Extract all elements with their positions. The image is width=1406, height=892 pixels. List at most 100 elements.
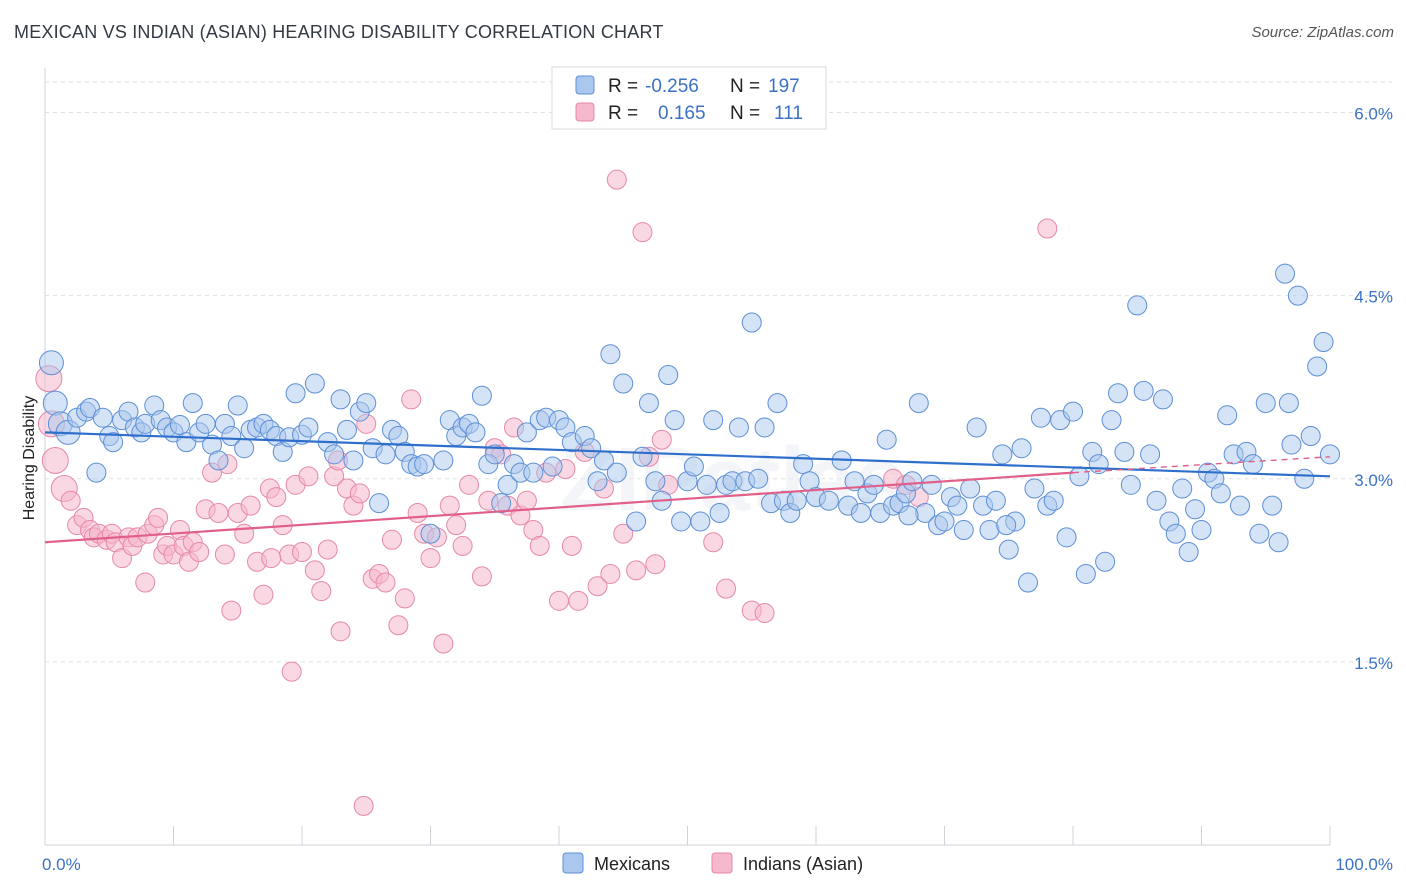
y-tick-label-0: 1.5%: [1354, 654, 1393, 673]
x-tick-label-min: 0.0%: [42, 855, 81, 874]
mexicans-point: [600, 344, 621, 365]
y-tick-label-1: 3.0%: [1354, 471, 1393, 490]
gridlines: [45, 81, 1392, 663]
mexicans-point: [484, 444, 505, 465]
mexicans-point: [356, 393, 377, 414]
mexicans-point: [1075, 563, 1096, 584]
mexicans-point: [414, 454, 435, 475]
mexicans-point: [420, 523, 441, 544]
mexicans-point: [1242, 454, 1263, 475]
indians-point: [353, 795, 374, 816]
mexicans-point: [1178, 542, 1199, 563]
mexicans-point: [1101, 410, 1122, 431]
indians-point: [471, 566, 492, 587]
indians-point: [549, 590, 569, 611]
mexicans-point: [1275, 263, 1296, 284]
bottom-legend-label-indians: Indians (Asian): [743, 854, 863, 874]
mexicans-point: [497, 474, 518, 495]
indians-point: [208, 502, 229, 523]
indians-point: [632, 222, 653, 243]
indians-point: [317, 539, 338, 560]
mexicans-point: [1011, 438, 1032, 459]
mexicans-point: [966, 417, 987, 438]
mexicans-point: [1255, 393, 1276, 414]
y-tick-labels: 1.5% 3.0% 4.5% 6.0%: [1354, 105, 1393, 673]
legend-n-value-mexicans: 197: [768, 76, 800, 97]
indians-point: [394, 588, 415, 609]
mexicans-point: [587, 471, 608, 492]
indians-point: [253, 584, 274, 605]
mexicans-point: [934, 511, 955, 532]
legend-swatch-mexicans: [575, 75, 595, 95]
mexicans-point: [1300, 426, 1321, 447]
mexicans-point: [1146, 490, 1167, 511]
mexicans-point: [433, 450, 454, 471]
mexicans-point: [1320, 444, 1340, 465]
mexicans-point: [1069, 466, 1090, 487]
legend-r-value-mexicans: -0.256: [645, 76, 699, 97]
mexicans-point: [1030, 407, 1051, 428]
mexicans-point: [227, 395, 248, 416]
mexicans-point: [767, 393, 788, 414]
mexicans-point: [38, 350, 64, 376]
mexicans-point: [1107, 383, 1128, 404]
indians-point: [349, 483, 370, 504]
indians-point: [754, 603, 775, 624]
mexicans-point: [696, 474, 717, 495]
mexicans-point: [626, 511, 647, 532]
mexicans-point: [285, 383, 306, 404]
indians-point: [433, 633, 454, 654]
mexicans-point: [1056, 527, 1077, 548]
mexicans-point: [1152, 389, 1173, 410]
mexicans-point: [1313, 332, 1334, 353]
mexicans-point: [195, 413, 216, 434]
indians-point: [311, 581, 332, 602]
indians-point: [407, 502, 428, 523]
indians-trend-line: [44, 471, 1074, 544]
mexicans-point: [1210, 483, 1231, 504]
mexicans-point: [1043, 490, 1064, 511]
legend-n-label-mexicans: N =: [730, 76, 760, 97]
indians-point: [529, 535, 550, 556]
indians-point: [613, 523, 634, 544]
mexicans-point: [996, 515, 1017, 536]
indians-point: [304, 560, 325, 581]
indians-point: [41, 446, 69, 474]
indians-point: [716, 578, 737, 599]
trend-lines: [44, 431, 1331, 544]
mexicans-point: [304, 373, 325, 394]
mexicans-point: [985, 490, 1006, 511]
mexicans-point: [542, 456, 563, 477]
mexicans-point: [465, 422, 486, 443]
legend-r-label-indians: R =: [608, 103, 638, 124]
mexicans-point: [330, 389, 351, 410]
bottom-legend-swatch-indians: [711, 852, 733, 874]
mexicans-point: [645, 471, 666, 492]
mexicans-point: [234, 438, 255, 459]
mexicans-point: [1018, 572, 1039, 593]
mexicans-point: [748, 468, 769, 489]
mexicans-points: [38, 263, 1340, 593]
y-tick-label-2: 4.5%: [1354, 288, 1393, 307]
mexicans-point: [902, 471, 923, 492]
legend-r-value-indians: 0.165: [658, 103, 706, 124]
mexicans-point: [1172, 478, 1193, 499]
indians-point: [234, 523, 255, 544]
indians-point: [606, 169, 627, 190]
mexicans-point: [998, 539, 1019, 560]
indians-point: [381, 529, 402, 550]
indians-point: [587, 576, 608, 597]
mexicans-point: [1217, 405, 1238, 426]
indians-point: [651, 429, 672, 450]
mexicans-point: [182, 393, 203, 414]
mexicans-point: [581, 438, 602, 459]
mexicans-point: [850, 502, 871, 523]
indians-point: [298, 466, 319, 487]
mexicans-point: [1230, 495, 1251, 516]
mexicans-point: [658, 364, 679, 385]
mexicans-point: [908, 393, 929, 414]
mexicans-point: [42, 390, 68, 416]
indians-point: [135, 572, 156, 593]
mexicans-point: [92, 407, 113, 428]
indians-point: [266, 487, 287, 508]
